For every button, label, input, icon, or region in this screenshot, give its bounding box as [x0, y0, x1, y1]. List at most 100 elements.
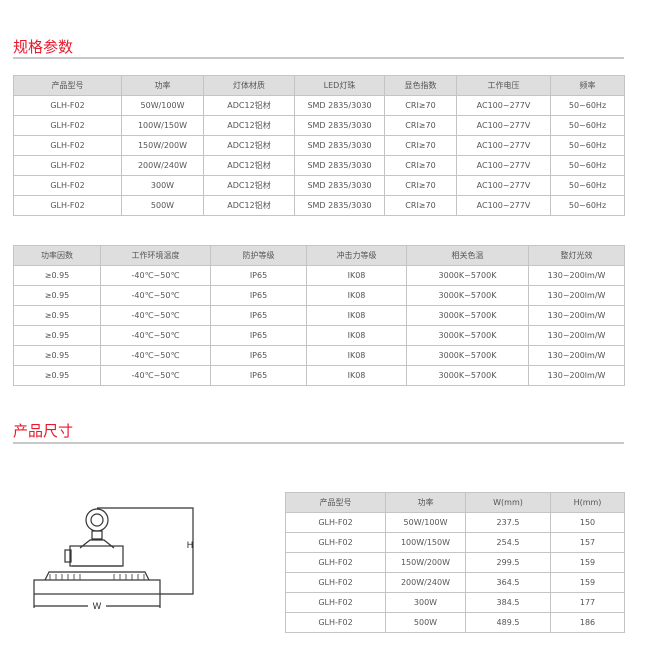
table-cell: CRI≥70 [384, 175, 457, 196]
table-cell: SMD 2835/3030 [294, 195, 385, 216]
table-cell: GLH-F02 [285, 532, 386, 553]
table-cell: CRI≥70 [384, 195, 457, 216]
table-cell: 200W/240W [121, 155, 204, 176]
table-cell: 130~200lm/W [528, 365, 625, 386]
dimension-table: 产品型号 功率 W(mm) H(mm) GLH-F02 50W/100W 237.5 150 G… [285, 492, 625, 633]
header-row: 功率因数 工作环境温度 防护等级 冲击力等级 相关色温 整灯光效 [13, 245, 625, 266]
table-cell: 489.5 [465, 612, 551, 633]
table-row: GLH-F02 100W/150W 254.5 157 [285, 532, 625, 553]
table-cell: IP65 [210, 365, 307, 386]
table-cell: ADC12铝材 [203, 95, 295, 116]
section-title-specs: 规格参数 [13, 38, 74, 56]
table-cell: ≥0.95 [13, 325, 101, 346]
table-cell: 50~60Hz [550, 155, 625, 176]
table-cell: 300W [385, 592, 466, 613]
table-row: ≥0.95 -40℃~50℃ IP65 IK08 3000K~5700K 130~200l… [13, 285, 625, 306]
table-cell: SMD 2835/3030 [294, 175, 385, 196]
spec-table-2: 功率因数 工作环境温度 防护等级 冲击力等级 相关色温 整灯光效 ≥0.95 -40℃~50℃… [13, 245, 625, 386]
table-cell: 50W/100W [385, 512, 466, 533]
header-row: 产品型号 功率 W(mm) H(mm) [285, 492, 625, 513]
table-cell: 100W/150W [121, 115, 204, 136]
table-cell: ADC12铝材 [203, 195, 295, 216]
table-cell: GLH-F02 [285, 552, 386, 573]
table-row: GLH-F02 200W/240W ADC12铝材 SMD 2835/3030 CRI≥… [13, 155, 625, 176]
column-header: 功率 [385, 492, 466, 513]
table-cell: ADC12铝材 [203, 155, 295, 176]
table-cell: CRI≥70 [384, 135, 457, 156]
table-cell: GLH-F02 [13, 155, 122, 176]
table-cell: 100W/150W [385, 532, 466, 553]
table-cell: GLH-F02 [13, 195, 122, 216]
table-cell: 130~200lm/W [528, 325, 625, 346]
table-cell: 3000K~5700K [406, 345, 529, 366]
table-cell: IK08 [306, 305, 407, 326]
table-cell: -40℃~50℃ [100, 345, 211, 366]
table-cell: IP65 [210, 305, 307, 326]
table-cell: 50~60Hz [550, 175, 625, 196]
table-cell: -40℃~50℃ [100, 365, 211, 386]
table-cell: 50~60Hz [550, 95, 625, 116]
table-cell: AC100~277V [456, 175, 551, 196]
table-cell: IP65 [210, 325, 307, 346]
table-row: GLH-F02 150W/200W 299.5 159 [285, 552, 625, 573]
header-row: 产品型号 功率 灯体材质 LED灯珠 显色指数 工作电压 频率 [13, 75, 625, 96]
spec-table-1: 产品型号 功率 灯体材质 LED灯珠 显色指数 工作电压 频率 GLH-F02 50W/100W… [13, 75, 625, 216]
table-cell: AC100~277V [456, 155, 551, 176]
table-cell: ≥0.95 [13, 365, 101, 386]
divider [13, 442, 624, 444]
table-cell: AC100~277V [456, 195, 551, 216]
table-cell: 150 [550, 512, 625, 533]
table-cell: SMD 2835/3030 [294, 115, 385, 136]
table-cell: AC100~277V [456, 135, 551, 156]
table-cell: GLH-F02 [285, 512, 386, 533]
table-cell: 200W/240W [385, 572, 466, 593]
table-cell: CRI≥70 [384, 155, 457, 176]
table-cell: 3000K~5700K [406, 365, 529, 386]
width-label: W [93, 602, 102, 612]
table-cell: SMD 2835/3030 [294, 135, 385, 156]
table-cell: ≥0.95 [13, 265, 101, 286]
column-header: 产品型号 [285, 492, 386, 513]
table-cell: ≥0.95 [13, 305, 101, 326]
table-cell: ADC12铝材 [203, 115, 295, 136]
column-header: 频率 [550, 75, 625, 96]
table-cell: 364.5 [465, 572, 551, 593]
table-row: ≥0.95 -40℃~50℃ IP65 IK08 3000K~5700K 130~200l… [13, 265, 625, 286]
table-cell: AC100~277V [456, 95, 551, 116]
table-cell: 50~60Hz [550, 115, 625, 136]
table-cell: CRI≥70 [384, 115, 457, 136]
table-cell: IP65 [210, 345, 307, 366]
table-cell: 50~60Hz [550, 135, 625, 156]
divider [13, 57, 624, 59]
column-header: 工作电压 [456, 75, 551, 96]
table-cell: 150W/200W [385, 552, 466, 573]
table-cell: 50W/100W [121, 95, 204, 116]
column-header: 整灯光效 [528, 245, 625, 266]
table-row: GLH-F02 500W ADC12铝材 SMD 2835/3030 CRI≥70 AC1… [13, 195, 625, 216]
table-cell: IK08 [306, 285, 407, 306]
column-header: 功率因数 [13, 245, 101, 266]
table-cell: ≥0.95 [13, 285, 101, 306]
table-cell: -40℃~50℃ [100, 265, 211, 286]
table-cell: GLH-F02 [285, 572, 386, 593]
table-cell: IK08 [306, 325, 407, 346]
table-cell: GLH-F02 [285, 612, 386, 633]
table-cell: 384.5 [465, 592, 551, 613]
table-cell: 186 [550, 612, 625, 633]
lamp-dimension-diagram: H W [33, 507, 194, 612]
table-row: GLH-F02 100W/150W ADC12铝材 SMD 2835/3030 CRI≥… [13, 115, 625, 136]
column-header: 冲击力等级 [306, 245, 407, 266]
table-cell: GLH-F02 [13, 175, 122, 196]
table-row: ≥0.95 -40℃~50℃ IP65 IK08 3000K~5700K 130~200l… [13, 305, 625, 326]
table-cell: IP65 [210, 285, 307, 306]
table-cell: SMD 2835/3030 [294, 95, 385, 116]
table-row: ≥0.95 -40℃~50℃ IP65 IK08 3000K~5700K 130~200l… [13, 345, 625, 366]
column-header: 显色指数 [384, 75, 457, 96]
table-row: GLH-F02 50W/100W ADC12铝材 SMD 2835/3030 CRI≥7… [13, 95, 625, 116]
table-cell: GLH-F02 [13, 115, 122, 136]
table-cell: IP65 [210, 265, 307, 286]
table-row: ≥0.95 -40℃~50℃ IP65 IK08 3000K~5700K 130~200l… [13, 365, 625, 386]
table-cell: 237.5 [465, 512, 551, 533]
table-cell: 299.5 [465, 552, 551, 573]
column-header: 产品型号 [13, 75, 122, 96]
